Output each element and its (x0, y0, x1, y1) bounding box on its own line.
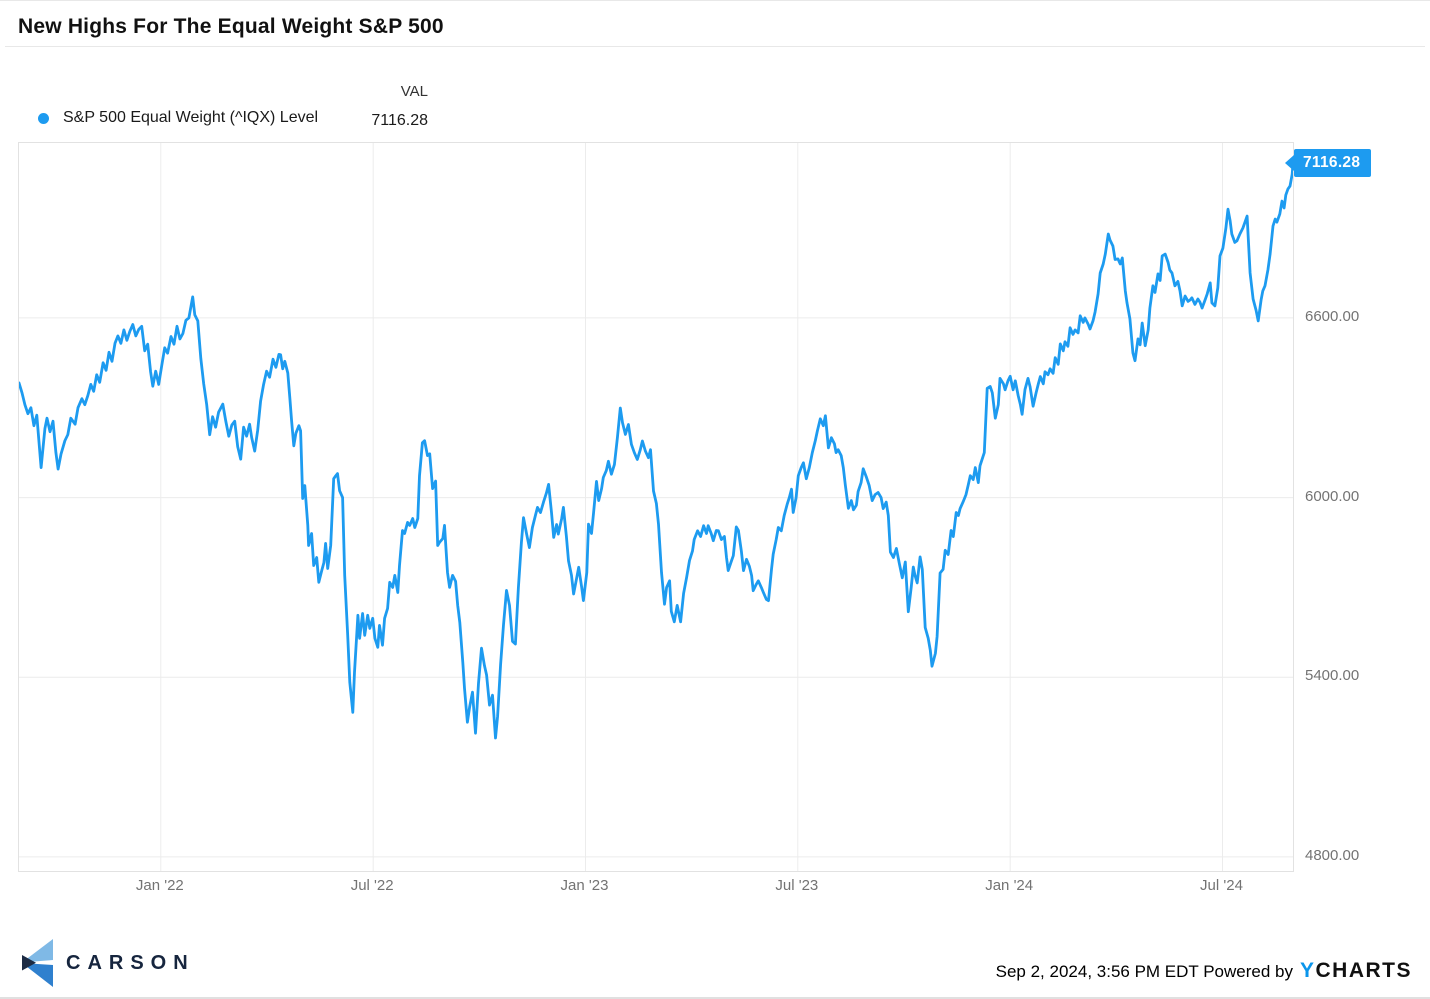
carson-wordmark: CARSON (66, 951, 195, 974)
x-axis-label: Jan '24 (985, 877, 1034, 894)
x-axis-label: Jan '22 (135, 877, 184, 894)
page-title: New Highs For The Equal Weight S&P 500 (18, 15, 444, 38)
x-axis-label: Jul '22 (350, 877, 394, 894)
ycharts-logo: YCHARTS (1300, 959, 1412, 983)
val-column-value: 7116.28 (371, 112, 428, 129)
x-axis-label: Jul '23 (775, 877, 819, 894)
series-dot-icon (38, 112, 49, 124)
plot-area (18, 142, 1294, 872)
legend: S&P 500 Equal Weight (^IQX) Level (38, 109, 318, 127)
y-axis-label: 4800.00 (1305, 846, 1360, 864)
price-line (19, 161, 1293, 740)
carson-logo-icon (22, 939, 53, 987)
x-axis-label: Jan '23 (560, 877, 609, 894)
ycharts-logo-y: Y (1299, 959, 1316, 982)
footer-timestamp: Sep 2, 2024, 3:56 PM EDT Powered by (995, 962, 1293, 981)
footer-attribution: Sep 2, 2024, 3:56 PM EDT Powered by YCHA… (996, 959, 1412, 983)
y-axis-label: 5400.00 (1305, 667, 1360, 685)
y-axis-label: 6600.00 (1305, 307, 1360, 325)
val-column-header: VAL (400, 83, 428, 100)
plot-svg (19, 143, 1293, 871)
carson-logo: CARSON (20, 937, 195, 989)
series-label: S&P 500 Equal Weight (^IQX) Level (63, 109, 319, 126)
title-divider (5, 46, 1425, 47)
x-axis-label: Jul '24 (1200, 877, 1243, 894)
ycharts-logo-rest: CHARTS (1315, 959, 1412, 982)
y-axis-label: 6000.00 (1305, 487, 1360, 505)
value-callout: 7116.28 (1284, 149, 1372, 178)
